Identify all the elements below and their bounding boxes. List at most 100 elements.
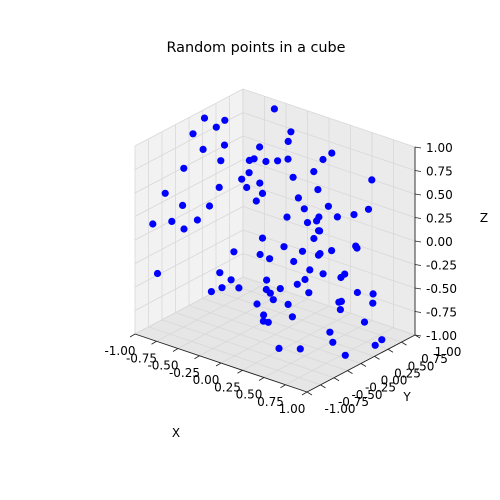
data-point (326, 328, 334, 336)
data-point (364, 205, 373, 213)
data-point (369, 290, 377, 298)
data-point (333, 213, 341, 221)
grid-z-back-6 (242, 135, 416, 195)
data-point (149, 220, 157, 228)
x-tick-mark-3 (194, 355, 200, 360)
data-point (274, 157, 282, 165)
y-tick-mark-4 (360, 363, 367, 367)
z-ticks: -1.00 -0.75 -0.50 -0.25 0.00 0.25 0.50 0.75 1.00 (414, 141, 457, 343)
data-point (294, 194, 302, 202)
grid-x-floor-5 (242, 312, 351, 371)
data-point (199, 145, 207, 153)
data-point (352, 242, 360, 250)
y-tick-mark-3 (347, 370, 353, 374)
data-point (368, 176, 376, 184)
data-point (200, 114, 209, 122)
y-tick-label-1: -0.75 (338, 395, 369, 409)
data-point (360, 318, 369, 326)
data-point (245, 169, 253, 177)
x-tick-label-2: -0.50 (147, 359, 178, 373)
data-point (243, 183, 251, 192)
y-tick-label-5: 0.25 (394, 366, 421, 380)
data-point (313, 217, 321, 225)
data-point (218, 284, 226, 292)
grid-y-floor-8 (242, 276, 416, 336)
data-point (264, 318, 272, 326)
data-point (260, 311, 268, 319)
data-point (319, 155, 327, 164)
x-tick-mark-4 (215, 362, 222, 367)
x-tick-label-5: 0.25 (214, 380, 241, 394)
z-tick-mark-1 (414, 311, 422, 313)
data-point (258, 234, 267, 242)
y-tick-mark-0 (306, 391, 313, 396)
z-tick-mark-5 (414, 217, 422, 219)
z-tick-label-0: -1.00 (426, 329, 457, 343)
x-tick-label-3: -0.25 (169, 366, 200, 380)
data-point (256, 143, 264, 151)
z-tick-mark-2 (414, 287, 422, 290)
y-tick-mark-5 (374, 356, 380, 360)
grid-y-floor-4 (188, 305, 362, 364)
data-point (305, 289, 313, 297)
x-tick-label-4: 0.00 (193, 373, 220, 387)
data-point (296, 345, 304, 353)
data-point (235, 284, 243, 292)
data-point (328, 247, 336, 255)
grid-x-floor-7 (285, 327, 394, 386)
data-point (220, 141, 229, 149)
x-tick-mark-5 (237, 369, 243, 374)
y-axis-label: Y (402, 390, 411, 404)
x-tick-label-8: 1.00 (279, 402, 306, 416)
z-tick-label-2: -0.50 (426, 282, 457, 296)
x-tick-label-7: 0.75 (257, 395, 284, 409)
data-point (324, 202, 332, 210)
data-point (207, 288, 215, 296)
y-tick-label-2: -0.50 (351, 388, 382, 402)
x-tick-mark-2 (172, 348, 179, 352)
x-tick-mark-0 (129, 333, 136, 338)
data-point (205, 202, 214, 210)
data-point (221, 116, 229, 124)
data-point (266, 255, 274, 263)
z-tick-label-1: -0.75 (426, 306, 457, 320)
data-point (256, 250, 264, 259)
data-point (153, 269, 162, 278)
y-tick-label-3: -0.25 (365, 381, 396, 395)
y-tick-label-4: 0.00 (381, 374, 408, 388)
grid-y-floor-5 (202, 297, 375, 357)
y-ticks: -1.00-0.75-0.50-0.250.000.250.500.751.00 (306, 334, 462, 416)
z-tick-label-4: 0.00 (426, 235, 453, 249)
x-tick-label-6: 0.50 (236, 388, 263, 402)
data-point (303, 219, 312, 227)
data-point (269, 296, 277, 304)
z-tick-mark-0 (414, 334, 422, 337)
grid-z-left-5 (134, 159, 244, 217)
data-point (288, 313, 296, 321)
data-point (353, 288, 361, 297)
data-point (215, 183, 223, 191)
x-tick-label-1: -0.75 (126, 351, 157, 365)
data-point (329, 338, 337, 346)
data-point (193, 216, 201, 224)
y-tick-mark-6 (387, 348, 394, 353)
data-point (316, 250, 324, 258)
data-point (276, 285, 284, 293)
grid-z-back-5 (242, 159, 416, 218)
data-point (306, 266, 314, 274)
data-point (350, 211, 358, 219)
data-point (283, 213, 291, 221)
data-point (315, 227, 323, 235)
data-point (341, 351, 349, 359)
data-point (256, 179, 264, 187)
data-point (290, 257, 298, 266)
y-tick-label-0: -1.00 (324, 402, 355, 416)
z-tick-label-8: 1.00 (426, 141, 453, 155)
data-point (161, 189, 169, 197)
z-tick-mark-7 (414, 170, 422, 172)
grid-z-left-8 (134, 88, 244, 147)
data-point (310, 168, 318, 176)
y-tick-label-8: 1.00 (435, 345, 462, 359)
data-point (227, 276, 235, 284)
